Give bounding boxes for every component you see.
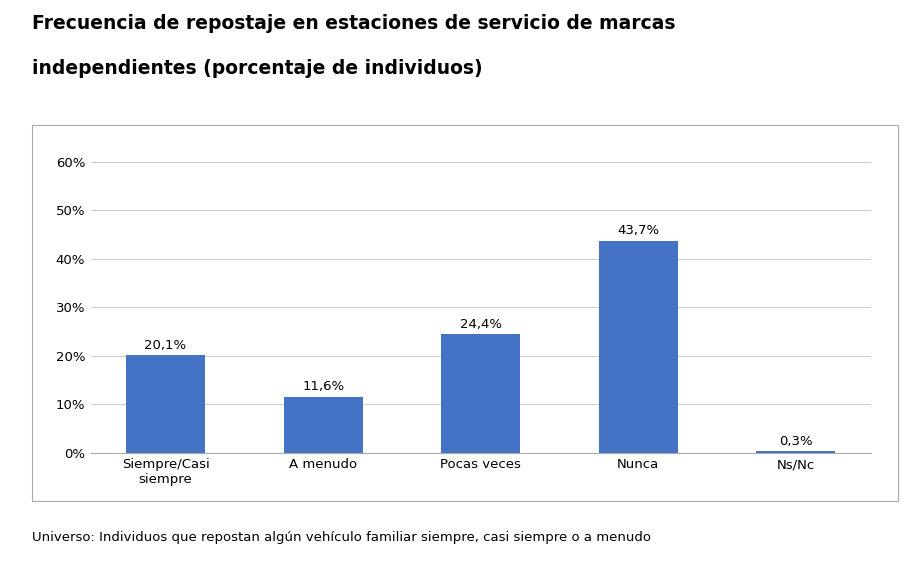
Text: 24,4%: 24,4% [460,318,502,331]
Text: Frecuencia de repostaje en estaciones de servicio de marcas: Frecuencia de repostaje en estaciones de… [32,14,675,33]
Bar [284,397,363,453]
Bar [599,241,678,453]
Text: 11,6%: 11,6% [302,380,344,393]
Text: 20,1%: 20,1% [144,339,187,352]
Bar [756,451,835,453]
Text: Universo: Individuos que repostan algún vehículo familiar siempre, casi siempre : Universo: Individuos que repostan algún … [32,531,650,544]
Text: independientes (porcentaje de individuos): independientes (porcentaje de individuos… [32,59,483,79]
Text: 43,7%: 43,7% [618,224,659,237]
Text: 0,3%: 0,3% [779,435,813,448]
Bar [442,335,520,453]
Bar [126,355,205,453]
